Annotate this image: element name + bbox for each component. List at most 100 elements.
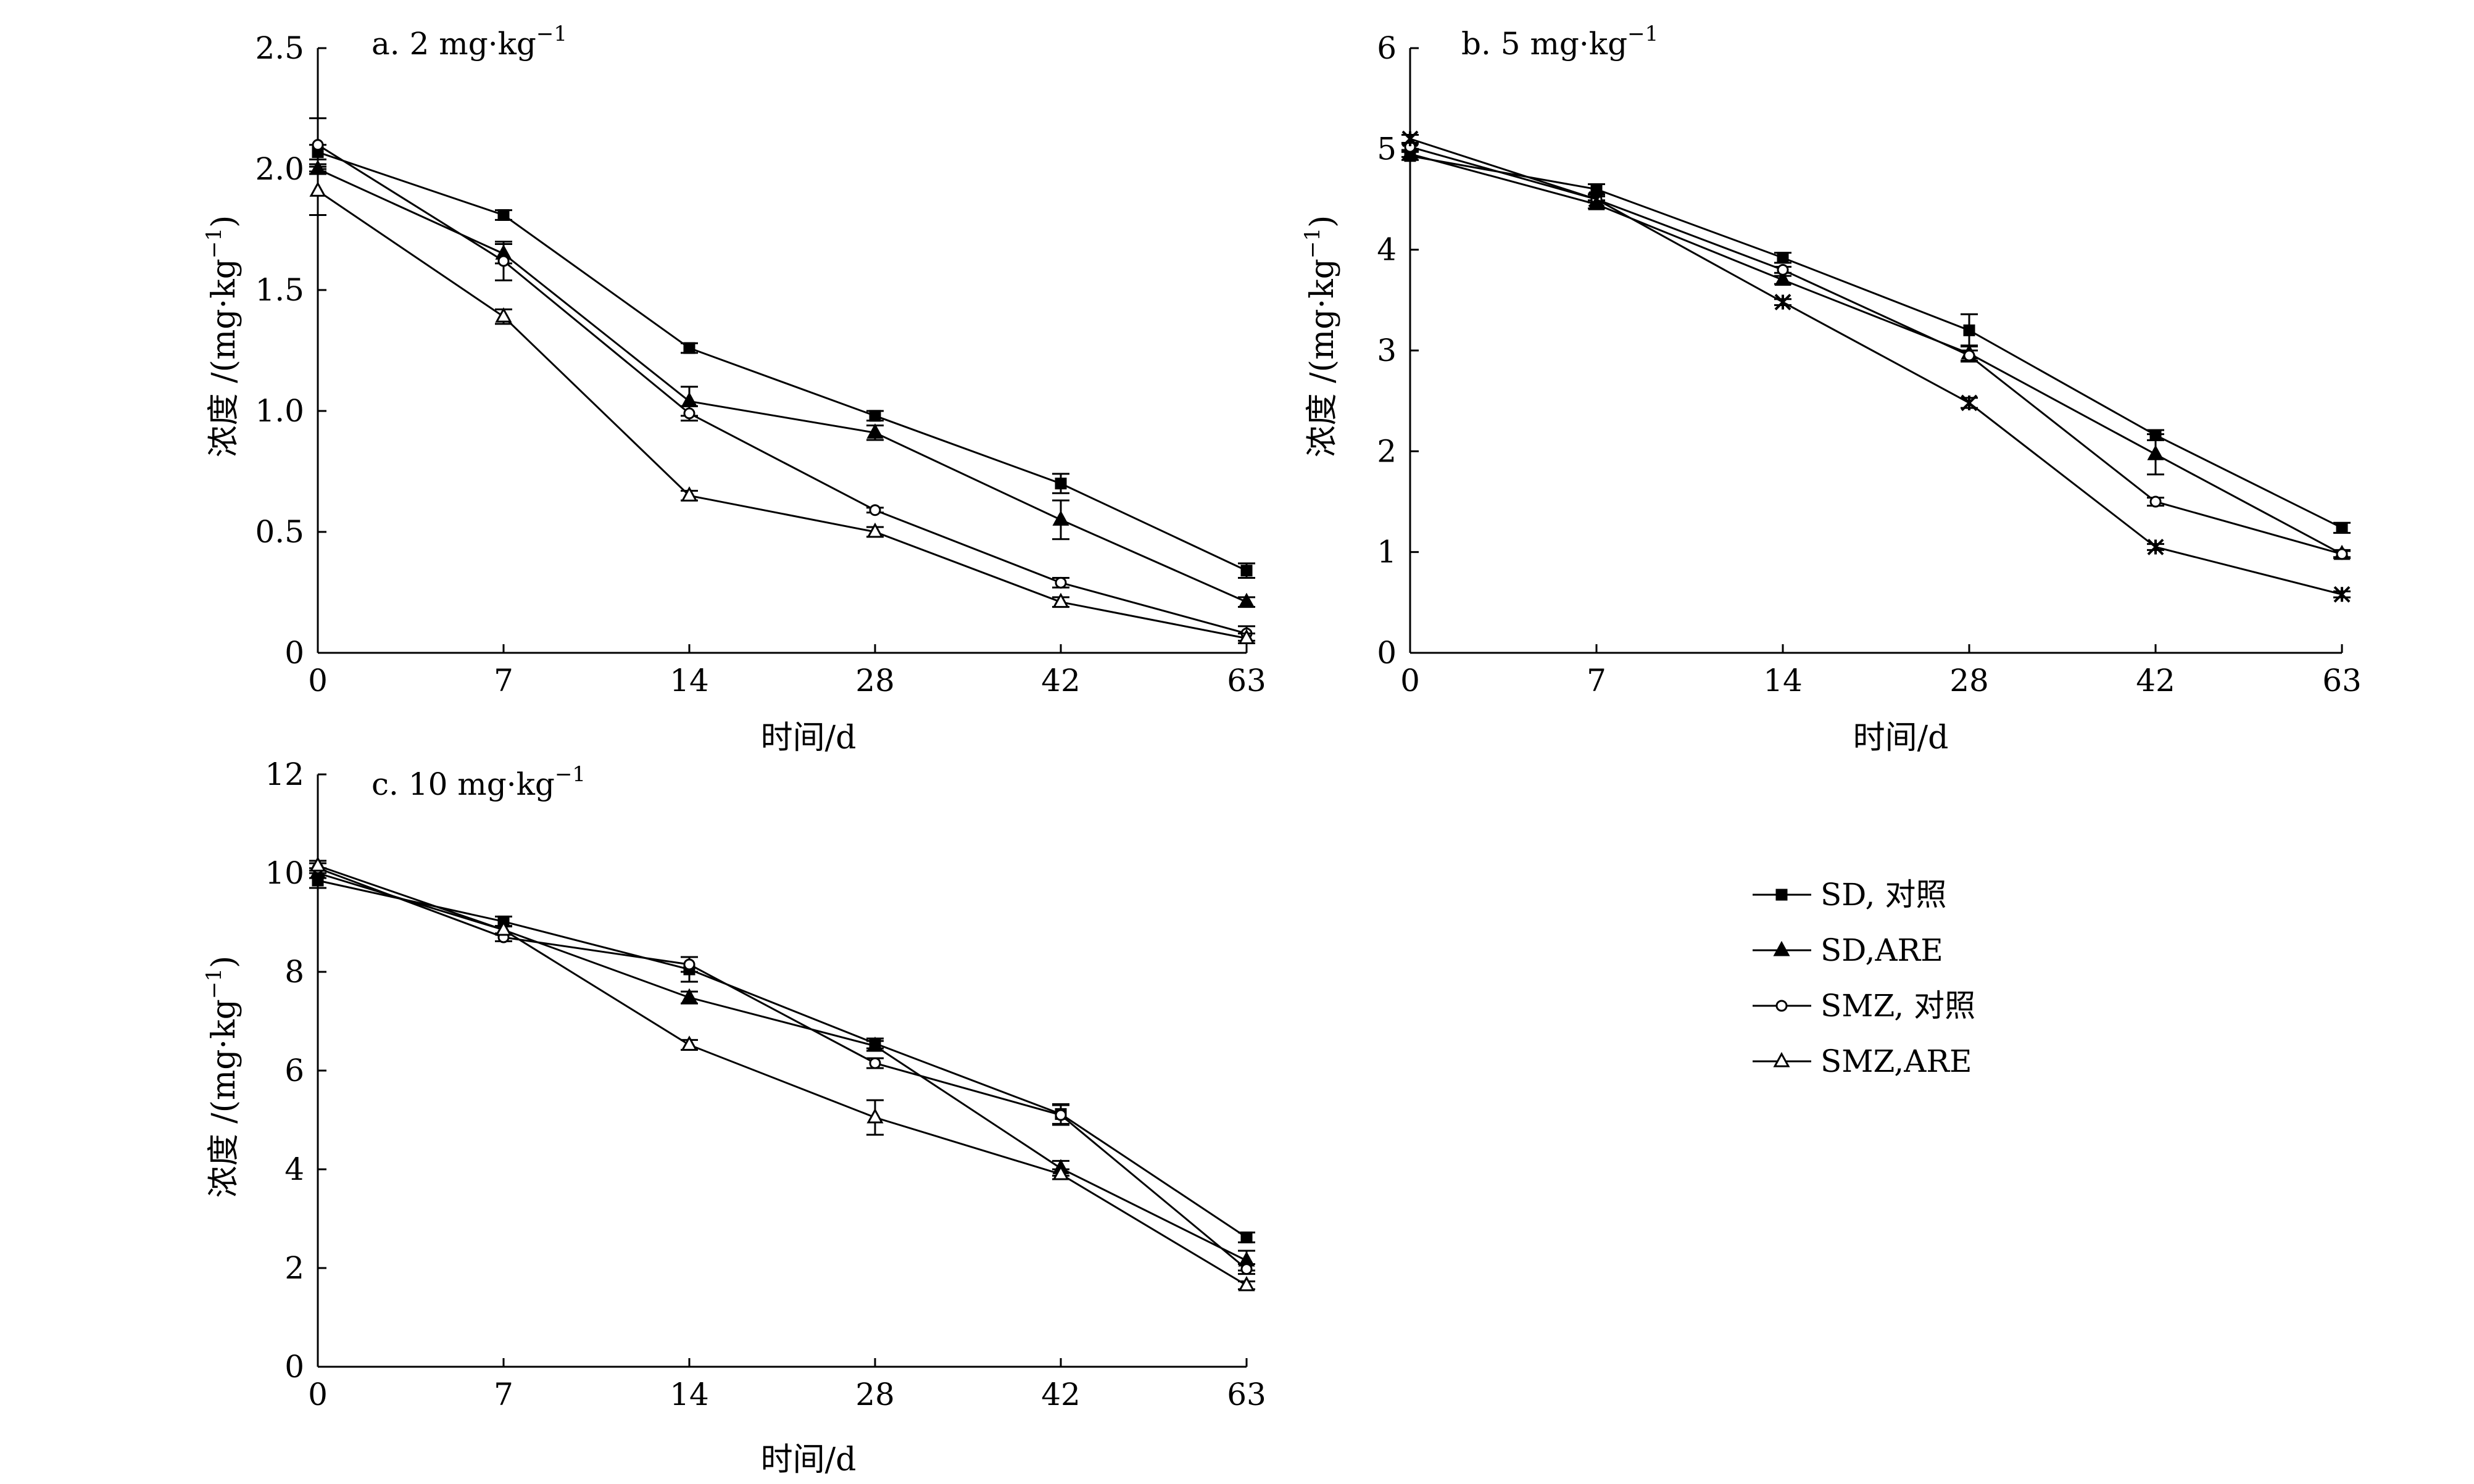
marker-circle-open xyxy=(2149,495,2162,508)
panel-c-title-text: c. 10 mg·kg xyxy=(372,766,555,802)
marker-circle-open xyxy=(1055,1109,1067,1121)
series-line xyxy=(1409,155,2343,529)
x-tick-label: 42 xyxy=(1041,663,1081,698)
y-tick-label: 1 xyxy=(1377,534,1397,570)
series-0 xyxy=(309,872,1255,1243)
panel-b-title-superscript: −1 xyxy=(1627,22,1658,46)
marker-circle-open xyxy=(683,407,695,420)
marker-square xyxy=(869,410,881,422)
marker-triangle-filled xyxy=(1238,592,1255,608)
marker-square xyxy=(497,209,510,221)
marker-square xyxy=(1240,565,1253,577)
marker-star xyxy=(2147,539,2164,555)
legend-item-label: SMZ, 对照 xyxy=(1820,988,1975,1024)
panel-c-title: c. 10 mg·kg−1 xyxy=(372,762,586,802)
marker-triangle-open xyxy=(1052,1164,1069,1180)
series-0 xyxy=(309,144,1255,579)
panel-c-y-axis-title-text: 浓度 /(mg·kg xyxy=(205,999,243,1198)
y-tick-label: 0 xyxy=(284,635,304,671)
panel-c-y-axis-title-close: ) xyxy=(205,956,243,968)
series-line xyxy=(1409,153,2343,555)
marker-triangle-filled xyxy=(866,423,884,439)
marker-circle-open xyxy=(497,255,510,267)
marker-square xyxy=(1240,1231,1253,1243)
chart-panel-b: b. 5 mg·kg−1 浓度 /(mg·kg−1) 时间/d 01234560… xyxy=(1300,22,2362,757)
y-tick-label: 2 xyxy=(1377,433,1397,469)
y-tick-label: 2.0 xyxy=(255,151,304,187)
x-tick-label: 7 xyxy=(1587,663,1606,698)
x-tick-label: 14 xyxy=(670,1377,709,1412)
x-tick-label: 63 xyxy=(1227,1377,1266,1412)
x-tick-label: 63 xyxy=(2322,663,2362,698)
legend-item: SMZ, 对照 xyxy=(1753,988,1975,1024)
panel-b-y-axis-title-text: 浓度 /(mg·kg xyxy=(1304,259,1341,457)
marker-circle-open xyxy=(1777,263,1789,276)
panel-c-x-axis-title: 时间/d xyxy=(761,1441,857,1478)
marker-triangle-open xyxy=(866,522,884,538)
legend: SD, 对照 SD,ARE SMZ, 对照 SMZ,ARE xyxy=(1753,877,1975,1079)
series-2 xyxy=(309,117,1255,642)
marker-star xyxy=(2333,586,2351,603)
x-tick-label: 28 xyxy=(855,1377,895,1412)
x-tick-label: 7 xyxy=(494,663,513,698)
series-0 xyxy=(1401,150,2351,534)
legend-marker-triangle-open xyxy=(1753,1051,1811,1067)
marker-triangle-filled xyxy=(681,988,698,1004)
y-tick-label: 1.0 xyxy=(255,393,304,429)
legend-item-label: SMZ,ARE xyxy=(1820,1043,1972,1079)
y-tick-label: 0 xyxy=(284,1349,304,1385)
x-tick-label: 28 xyxy=(855,663,895,698)
panel-a-y-axis-title: 浓度 /(mg·kg−1) xyxy=(202,215,243,458)
y-tick-label: 0 xyxy=(1377,635,1397,671)
marker-square xyxy=(1055,478,1067,490)
panel-a-x-axis-title: 时间/d xyxy=(761,719,857,757)
marker-triangle-open xyxy=(866,1108,884,1124)
panel-c-y-axis-title-superscript: −1 xyxy=(202,968,226,999)
x-tick-label: 42 xyxy=(1041,1377,1081,1412)
marker-triangle-open xyxy=(681,1035,698,1051)
legend-marker-triangle-filled xyxy=(1753,940,1811,956)
panel-a-y-axis-title-text: 浓度 /(mg·kg xyxy=(205,259,243,457)
marker-triangle-open xyxy=(1052,592,1069,608)
series-3 xyxy=(309,165,1255,644)
panel-c-title-superscript: −1 xyxy=(555,762,586,787)
panel-a-y-axis-title-close: ) xyxy=(205,215,243,228)
x-tick-label: 0 xyxy=(1400,663,1420,698)
marker-star xyxy=(1774,294,1791,311)
marker-triangle-open xyxy=(309,181,326,197)
panel-b-y-axis-title-close: ) xyxy=(1304,215,1341,228)
y-tick-label: 6 xyxy=(1377,30,1397,66)
marker-circle-open xyxy=(1963,349,1975,362)
panel-b-y-axis-title: 浓度 /(mg·kg−1) xyxy=(1300,215,1341,458)
x-tick-label: 14 xyxy=(1763,663,1803,698)
y-tick-label: 2 xyxy=(284,1250,304,1286)
legend-marker-square-filled xyxy=(1753,889,1811,901)
panel-a-title: a. 2 mg·kg−1 xyxy=(372,22,567,62)
marker-star xyxy=(1588,191,1605,208)
x-tick-label: 0 xyxy=(308,663,328,698)
marker-square xyxy=(1777,252,1789,264)
marker-square xyxy=(1963,324,1975,336)
y-tick-label: 2.5 xyxy=(255,30,304,66)
panel-b-title: b. 5 mg·kg−1 xyxy=(1461,22,1658,62)
panel-a-title-text: a. 2 mg·kg xyxy=(372,26,536,62)
marker-triangle-open xyxy=(495,307,512,323)
y-tick-label: 6 xyxy=(284,1053,304,1088)
panel-a-title-superscript: −1 xyxy=(536,22,567,46)
chart-panel-a: a. 2 mg·kg−1 浓度 /(mg·kg−1) 时间/d 00.51.01… xyxy=(202,22,1266,757)
x-tick-label: 7 xyxy=(494,1377,513,1412)
panel-b-y-axis-title-superscript: −1 xyxy=(1300,228,1325,259)
series-2 xyxy=(1401,141,2351,560)
panel-c-y-axis-title: 浓度 /(mg·kg−1) xyxy=(202,956,243,1198)
y-tick-label: 0.5 xyxy=(255,514,304,550)
marker-triangle-filled xyxy=(681,392,698,407)
marker-square xyxy=(1775,889,1788,901)
panel-b-title-text: b. 5 mg·kg xyxy=(1461,26,1627,62)
marker-circle-open xyxy=(683,958,695,971)
legend-item: SD,ARE xyxy=(1753,932,1943,968)
series-2 xyxy=(309,862,1255,1275)
marker-triangle-filled xyxy=(1052,510,1069,526)
marker-circle-open xyxy=(1055,576,1067,589)
series-line xyxy=(317,867,1247,1270)
